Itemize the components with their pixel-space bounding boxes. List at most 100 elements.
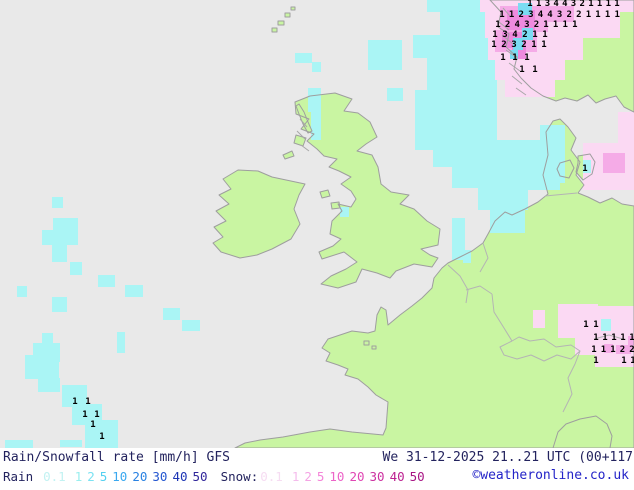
rain-cell	[60, 440, 82, 447]
rain-cell	[182, 320, 200, 331]
rain-cell	[540, 125, 565, 183]
weather-map: 1 1 3 4 4 3 2 1 1 1 11 1 2 3 4 4 3 2 2 1 1 1 11 2 4 3 2 1 1 1 11 3 4 2 1 11…	[0, 0, 634, 448]
rain-cell	[295, 53, 312, 63]
precip-value: 1	[611, 333, 616, 343]
precip-value: 1	[591, 345, 596, 355]
snow-cell-medium	[603, 153, 625, 173]
legend-value: 0.1	[260, 469, 283, 484]
precip-value: 3	[557, 10, 562, 20]
legend-value: 20	[132, 469, 148, 484]
precip-value: 1	[542, 30, 547, 40]
precip-value: 2	[522, 30, 527, 40]
precip-value: 3	[511, 40, 516, 50]
precip-value: 1	[601, 345, 606, 355]
precip-value: 4	[547, 10, 553, 20]
precip-value: 1	[597, 0, 602, 9]
precip-value: 1	[527, 0, 532, 9]
precip-value: 1	[593, 333, 598, 343]
precip-value: 1	[595, 10, 600, 20]
precip-value: 1	[621, 356, 626, 366]
legend-value: 30	[152, 469, 168, 484]
precip-value: 1	[586, 10, 591, 20]
snow-legend-label: Snow:	[220, 469, 259, 484]
rain-cell	[42, 230, 78, 245]
rain-cell	[52, 297, 67, 312]
precip-value: 1	[562, 20, 567, 30]
precip-value: 1	[602, 333, 607, 343]
rain-cell-strong	[513, 38, 523, 50]
precip-value: 1	[82, 410, 87, 420]
rain-cell	[125, 285, 143, 297]
legend-value: 2	[304, 469, 312, 484]
precip-value: 1	[583, 320, 588, 330]
rain-legend-label: Rain	[3, 469, 34, 484]
copyright-link[interactable]: ©weatheronline.co.uk	[472, 468, 629, 483]
precip-value: 2	[566, 10, 571, 20]
precip-value: 2	[501, 40, 506, 50]
legend-value: 40	[389, 469, 405, 484]
precip-value: 1	[572, 20, 577, 30]
rain-cell	[72, 404, 102, 425]
legend-value: 1	[291, 469, 300, 484]
rain-cell	[455, 60, 497, 100]
map-footer: Rain/Snowfall rate [mm/h] GFS We 31-12-2…	[0, 448, 634, 490]
snow-cell-strong	[512, 48, 526, 59]
snow-cell-light	[618, 112, 634, 144]
precip-value: 1	[519, 65, 524, 75]
rain-cell	[311, 110, 321, 140]
precip-value: 4	[553, 0, 559, 9]
snow-cell-medium	[540, 6, 574, 22]
precip-value: 3	[524, 20, 529, 30]
rain-cell-strong	[518, 3, 532, 15]
precip-value: 1	[72, 397, 77, 407]
precip-value: 1	[610, 345, 615, 355]
rain-cell	[452, 218, 465, 260]
country-borders	[447, 192, 624, 413]
rain-cell	[163, 308, 180, 320]
legend-value: 10	[329, 469, 345, 484]
precip-value: 3	[502, 30, 507, 40]
precip-value: 1	[620, 333, 625, 343]
precip-value: 2	[579, 0, 584, 9]
precipitation-value-numbers: 1 1 3 4 4 3 2 1 1 1 11 1 2 3 4 4 3 2 2 1 1 1 11 2 4 3 2 1 1 1 11 3 4 2 1 11…	[72, 0, 634, 442]
rain-cell	[17, 286, 27, 297]
snow-cell-medium	[628, 336, 634, 352]
precip-value: 1	[491, 40, 496, 50]
precip-value: 1	[85, 397, 90, 407]
rain-cell	[387, 88, 403, 101]
precip-value: 1	[99, 432, 104, 442]
precip-value: 1	[593, 320, 598, 330]
precip-value: 1	[605, 10, 610, 20]
precip-value: 2	[534, 20, 539, 30]
precip-value: 3	[571, 0, 576, 9]
rain-cell	[583, 160, 591, 173]
precip-value: 1	[94, 410, 99, 420]
rain-cell	[117, 332, 125, 353]
precip-value: 1	[629, 333, 634, 343]
precip-value: 1	[614, 10, 619, 20]
precip-value: 1	[606, 0, 611, 9]
precip-value: 2	[521, 40, 526, 50]
precip-value: 2	[518, 10, 523, 20]
legend-value: 40	[172, 469, 188, 484]
precip-value: 2	[505, 20, 510, 30]
legend-value: 5	[99, 469, 108, 484]
precip-value: 1	[553, 20, 558, 30]
precip-value: 2	[620, 345, 625, 355]
rain-cell	[42, 333, 53, 344]
rain-cell	[70, 262, 82, 275]
precip-value: 1	[495, 20, 500, 30]
precip-value: 1	[532, 30, 537, 40]
rain-cell	[312, 62, 321, 72]
snow-cell-light	[533, 310, 545, 328]
precip-value: 1	[90, 420, 95, 430]
rain-cell	[38, 378, 60, 392]
rain-cell	[463, 250, 471, 263]
snow-cell-light	[505, 75, 555, 97]
legend-value: 2	[87, 469, 95, 484]
precip-value: 1	[541, 40, 546, 50]
precip-value: 1	[593, 356, 598, 366]
precip-value: 1	[630, 356, 634, 366]
precip-value: 4	[538, 10, 544, 20]
